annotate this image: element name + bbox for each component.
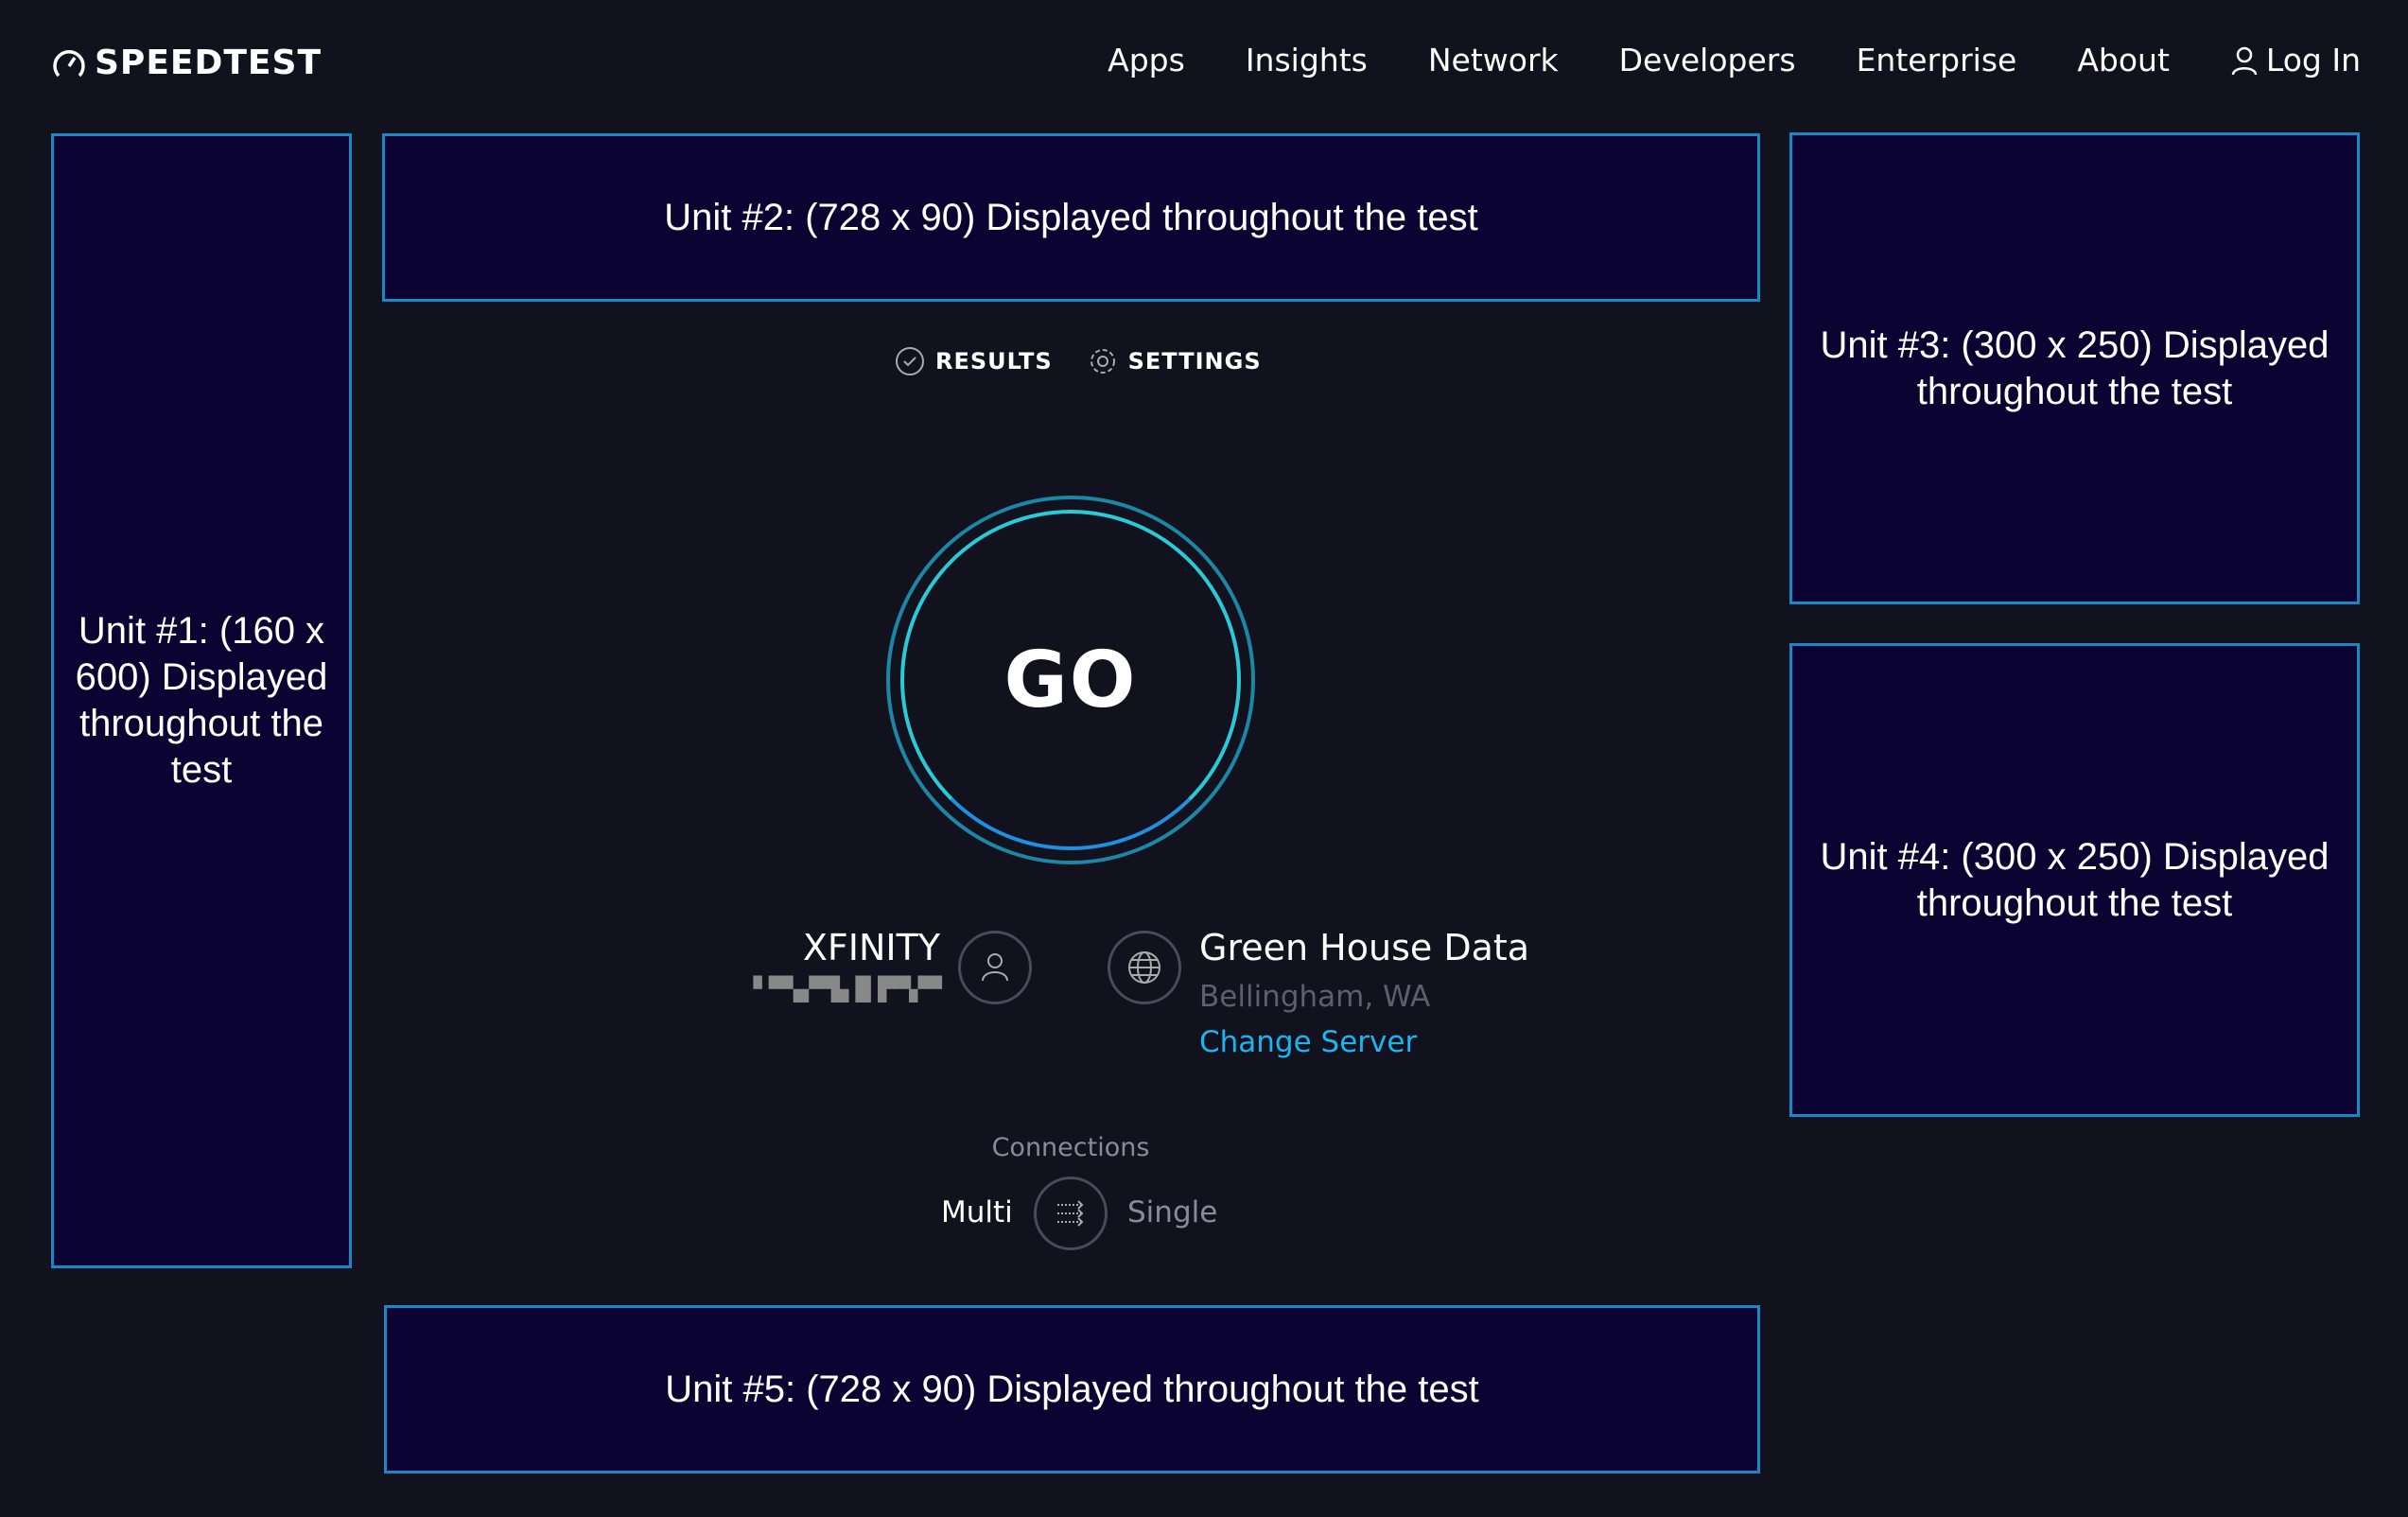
results-label: RESULTS <box>935 348 1053 375</box>
server-name: Green House Data <box>1199 927 1530 968</box>
isp-name: XFINITY <box>802 927 940 968</box>
nav-apps[interactable]: Apps <box>1108 42 1185 78</box>
nav-insights[interactable]: Insights <box>1245 42 1368 78</box>
isp-user-icon <box>958 931 1032 1004</box>
ad-unit-4[interactable]: Unit #4: (300 x 250) Displayed throughou… <box>1789 643 2360 1117</box>
change-server-link[interactable]: Change Server <box>1199 1025 1418 1059</box>
login-link[interactable]: Log In <box>2230 42 2361 78</box>
gear-icon <box>1090 349 1115 374</box>
nav-developers[interactable]: Developers <box>1618 42 1796 78</box>
isp-info: XFINITY ▘▀▚▞▀▙▐▌▛▀▞▀ <box>753 927 942 1003</box>
nav-about[interactable]: About <box>2077 42 2170 78</box>
speedtest-logo[interactable]: SPEEDTEST <box>51 44 322 82</box>
main-nav: Apps Insights Network Developers Enterpr… <box>1108 42 2361 78</box>
settings-label: SETTINGS <box>1127 348 1262 375</box>
connections-toggle[interactable] <box>1034 1177 1108 1250</box>
speedometer-icon <box>53 49 85 77</box>
user-icon <box>2231 46 2258 75</box>
login-label: Log In <box>2265 42 2361 78</box>
nav-enterprise[interactable]: Enterprise <box>1856 42 2017 78</box>
multi-option[interactable]: Multi <box>941 1195 1013 1229</box>
go-button[interactable]: GO <box>886 496 1255 864</box>
ad-unit-3[interactable]: Unit #3: (300 x 250) Displayed throughou… <box>1789 132 2360 604</box>
check-circle-icon <box>896 347 924 375</box>
globe-icon <box>1108 931 1181 1004</box>
isp-ip-redacted: ▘▀▚▞▀▙▐▌▛▀▞▀ <box>753 976 942 1003</box>
server-info: Green House Data Bellingham, WA Change S… <box>1199 927 1529 1059</box>
result-tabs: RESULTS SETTINGS <box>894 345 1262 377</box>
ad-unit-5[interactable]: Unit #5: (728 x 90) Displayed throughout… <box>384 1305 1760 1473</box>
ad-unit-1[interactable]: Unit #1: (160 x 600) Displayed throughou… <box>51 133 352 1268</box>
ad-unit-2[interactable]: Unit #2: (728 x 90) Displayed throughout… <box>382 133 1760 302</box>
nav-network[interactable]: Network <box>1427 42 1559 78</box>
server-location: Bellingham, WA <box>1199 980 1431 1014</box>
logo-text: SPEEDTEST <box>95 44 323 82</box>
single-option[interactable]: Single <box>1127 1195 1218 1229</box>
settings-tab[interactable]: SETTINGS <box>1087 345 1262 377</box>
go-label: GO <box>900 510 1241 850</box>
connections-label: Connections <box>991 1133 1150 1162</box>
results-tab[interactable]: RESULTS <box>894 345 1053 377</box>
multi-arrows-icon <box>1057 1200 1084 1227</box>
